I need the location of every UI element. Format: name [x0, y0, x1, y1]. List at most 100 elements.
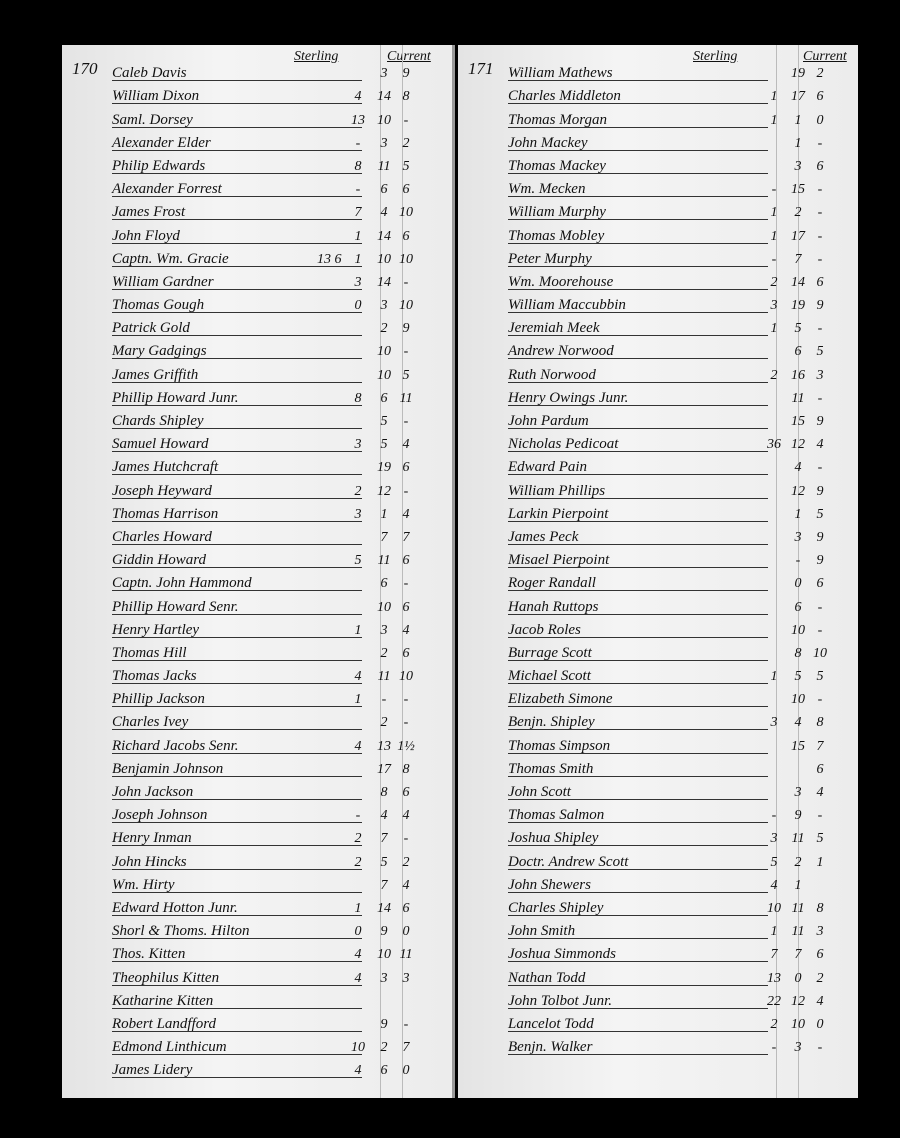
- row-rule: [508, 706, 768, 708]
- pounds: -: [355, 182, 361, 198]
- row-rule: [112, 219, 362, 221]
- row-rule: [112, 265, 362, 267]
- ledger-row: Edward Hotton Junr. 1 14 6: [62, 896, 452, 919]
- account-name: Phillip Jackson: [112, 691, 205, 708]
- shillings: 1: [794, 877, 802, 893]
- row-rule: [112, 335, 362, 337]
- pounds: -: [771, 1040, 777, 1056]
- pounds: 2: [354, 831, 362, 847]
- ledger-row: Burrage Scott 8 10: [458, 641, 858, 664]
- ledger-row: Lancelot Todd 2 10 0: [458, 1012, 858, 1035]
- shillings: 7: [794, 251, 802, 267]
- pence: 6: [402, 900, 410, 916]
- account-name: Roger Randall: [508, 575, 596, 592]
- pence: -: [403, 483, 409, 499]
- account-name: John Shewers: [508, 876, 591, 893]
- pence: 4: [402, 437, 410, 453]
- pounds: 1: [770, 321, 778, 337]
- account-name: Nathan Todd: [508, 969, 586, 986]
- ledger-row: Phillip Jackson 1 - -: [62, 687, 452, 710]
- ledger-row: Thomas Simpson 15 7: [458, 733, 858, 756]
- row-rule: [112, 381, 362, 383]
- pence: 1: [816, 854, 824, 870]
- pence: 2: [402, 854, 410, 870]
- ledger-row: Thomas Mobley 1 17-: [458, 223, 858, 246]
- pence: 9: [402, 66, 410, 82]
- shillings: 5: [794, 669, 802, 685]
- shillings: 17: [377, 761, 391, 777]
- account-name: Katharine Kitten: [112, 992, 214, 1009]
- pence: 0: [402, 924, 410, 940]
- row-rule: [112, 636, 362, 638]
- ledger-row: Charles Middleton 1 17 6: [458, 84, 858, 107]
- shillings: 8: [380, 785, 388, 800]
- pence: -: [403, 1016, 409, 1032]
- ledger-row: Phillip Howard Junr. 8 6 11: [62, 386, 452, 409]
- shillings: 5: [380, 437, 388, 453]
- row-rule: [112, 590, 362, 592]
- pence: 9: [816, 529, 824, 545]
- account-name: James Frost: [112, 204, 186, 221]
- pence: 8: [402, 761, 410, 777]
- account-name: Samuel Howard: [112, 436, 209, 453]
- shillings: 14: [377, 274, 391, 290]
- shillings: 14: [377, 900, 391, 916]
- pence: 5: [402, 158, 410, 174]
- row-rule: [508, 520, 768, 522]
- ledger-row: William Maccubbin 3 19 9: [458, 293, 858, 316]
- row-rule: [112, 196, 362, 198]
- row-rule: [112, 752, 362, 754]
- pence: 6: [402, 460, 410, 476]
- pounds: 4: [770, 877, 778, 893]
- account-name: Thomas Smith: [508, 760, 594, 777]
- account-name: William Mathews: [508, 65, 613, 82]
- row-rule: [112, 358, 362, 360]
- row-rule: [112, 80, 362, 82]
- shillings: 4: [380, 808, 388, 824]
- pence: -: [817, 1040, 823, 1056]
- pence: 9: [816, 483, 824, 499]
- account-name: Charles Howard: [112, 528, 212, 545]
- shillings: 12: [791, 437, 805, 453]
- account-name: Charles Middleton: [508, 88, 621, 105]
- ledger-row: Joseph Heyward 2 12-: [62, 478, 452, 501]
- account-name: James Griffith: [112, 366, 199, 383]
- row-rule: [508, 729, 768, 731]
- account-name: Thomas Harrison: [112, 505, 219, 522]
- shillings: 17: [791, 89, 805, 105]
- pounds: 1: [354, 228, 362, 244]
- row-rule: [112, 1030, 362, 1032]
- pence: -: [817, 599, 823, 615]
- ledger-row: Thomas Hill 2 6: [62, 641, 452, 664]
- row-rule: [112, 543, 362, 545]
- row-rule: [508, 265, 768, 267]
- row-rule: [112, 938, 362, 940]
- account-name: Peter Murphy: [508, 250, 592, 267]
- ledger-row: Wm. Moorehouse 2 14 6: [458, 270, 858, 293]
- pence: -: [403, 112, 409, 128]
- pence: 6: [816, 158, 824, 174]
- shillings: 3: [794, 158, 802, 174]
- shillings: 0: [794, 576, 802, 592]
- ledger-row: Joseph Johnson - 4 4: [62, 803, 452, 826]
- shillings: 6: [380, 182, 388, 198]
- account-name: Charles Shipley: [508, 899, 604, 916]
- ledger-row: Saml. Dorsey 13 10-: [62, 107, 452, 130]
- shillings: 12: [791, 993, 805, 1009]
- ledger-row: Thomas Smith 6: [458, 757, 858, 780]
- account-name: Andrew Norwood: [508, 343, 614, 360]
- account-name: Shorl & Thoms. Hilton: [112, 923, 250, 940]
- pence: -: [403, 274, 409, 290]
- pence: 6: [816, 576, 824, 592]
- shillings: 5: [794, 321, 802, 337]
- ledger-row: Captn. Wm. Gracie 13 6 1 10 10: [62, 247, 452, 270]
- ledger-row: James Peck 3 9: [458, 525, 858, 548]
- row-rule: [508, 891, 768, 893]
- shillings: 3: [380, 622, 388, 638]
- row-rule: [508, 149, 768, 151]
- pounds: 4: [354, 738, 362, 754]
- ledger-row: Joshua Shipley 3 11 5: [458, 826, 858, 849]
- row-rule: [112, 659, 362, 661]
- pence: -: [403, 344, 409, 360]
- ledger-row: Thomas Harrison 3 1 4: [62, 502, 452, 525]
